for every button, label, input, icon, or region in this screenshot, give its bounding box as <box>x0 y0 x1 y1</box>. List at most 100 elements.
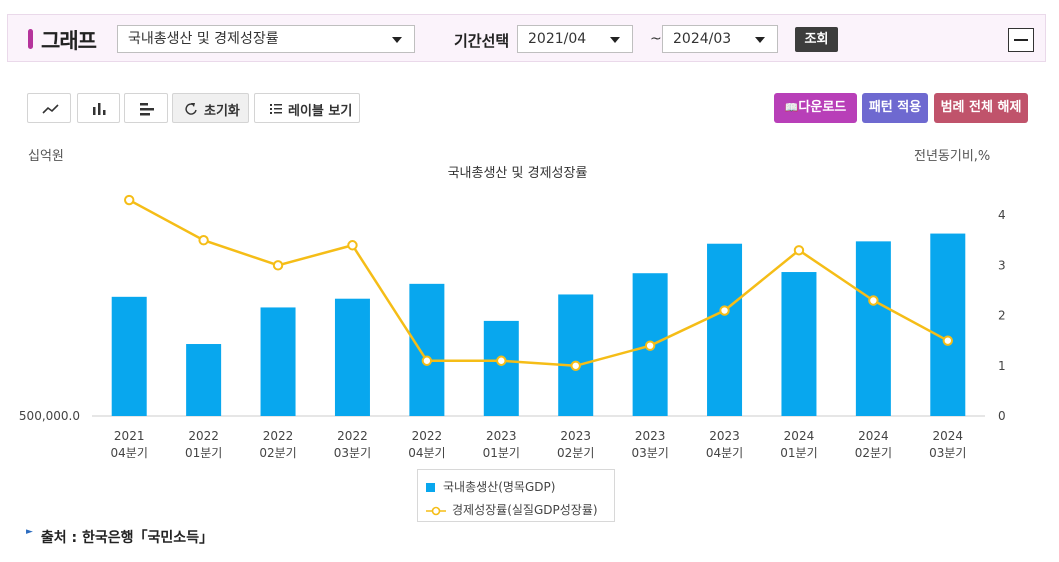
page-title: 그래프 <box>41 29 97 53</box>
source-note: ► 출처 : 한국은행「국민소득」 <box>26 527 213 547</box>
x-tick-year: 2021 <box>114 429 145 443</box>
bar-chart-icon <box>93 103 106 115</box>
x-tick-year: 2023 <box>635 429 666 443</box>
x-tick-year: 2022 <box>263 429 294 443</box>
growth-rate-point <box>942 335 953 346</box>
growth-rate-point <box>793 245 805 256</box>
period-label: 기간선택 <box>454 32 510 50</box>
x-tick-quarter: 04분기 <box>706 446 743 460</box>
right-axis-tick-label: 3 <box>998 258 1006 272</box>
x-tick-quarter: 02분기 <box>259 446 296 460</box>
start-period-select[interactable]: 2021/04 <box>517 25 633 53</box>
growth-rate-point <box>198 235 209 246</box>
refresh-icon <box>185 103 197 115</box>
download-button[interactable]: 📖다운로드 <box>774 93 857 123</box>
chart-legend: 국내총생산(명목GDP) 경제성장률(실질GDP성장률) <box>417 469 615 522</box>
x-tick-quarter: 01분기 <box>483 446 520 460</box>
right-axis-tick-label: 4 <box>998 208 1006 222</box>
gdp-bar <box>260 307 296 416</box>
clear-legend-button[interactable]: 범례 전체 해제 <box>934 93 1028 123</box>
x-tick-quarter: 04분기 <box>111 446 148 460</box>
right-axis-tick-label: 0 <box>998 409 1006 423</box>
list-icon <box>270 104 282 114</box>
apply-pattern-button[interactable]: 패턴 적용 <box>862 93 928 123</box>
x-tick-year: 2022 <box>337 429 368 443</box>
combo-chart: 500,000.0 0 1 2 3 4 2021 04분기 2022 01분기 2022 02분기 20… <box>19 194 1006 460</box>
legend-label-growth: 경제성장률(실질GDP성장률) <box>452 503 598 517</box>
x-tick-quarter: 01분기 <box>185 446 222 460</box>
left-axis-unit: 십억원 <box>28 149 64 164</box>
x-tick-quarter: 02분기 <box>557 446 594 460</box>
x-tick-quarter: 02분기 <box>855 446 892 460</box>
bar-chart-button[interactable] <box>77 93 120 123</box>
gdp-bar <box>781 272 817 416</box>
x-tick-year: 2024 <box>858 429 889 443</box>
legend-label-gdp: 국내총생산(명목GDP) <box>443 480 556 494</box>
growth-rate-point <box>644 340 656 351</box>
chevron-down-icon <box>755 37 765 43</box>
collapse-button[interactable] <box>1008 28 1034 52</box>
gdp-bar <box>707 243 743 416</box>
right-axis-tick-label: 1 <box>998 359 1006 373</box>
growth-rate-point <box>719 305 730 316</box>
growth-rate-point <box>570 360 581 371</box>
end-period-value: 2024/03 <box>673 31 732 47</box>
show-labels-label: 레이블 보기 <box>288 104 353 119</box>
book-icon: 📖 <box>784 101 799 114</box>
growth-rate-point <box>868 295 879 306</box>
x-tick-year: 2022 <box>412 429 443 443</box>
legend-swatch-bar <box>426 483 435 492</box>
line-chart-icon <box>42 104 59 114</box>
horizontal-bar-button[interactable] <box>124 93 168 123</box>
end-period-select[interactable]: 2024/03 <box>662 25 778 53</box>
x-tick-year: 2023 <box>709 429 740 443</box>
gdp-bar <box>111 296 147 416</box>
chevron-down-icon <box>392 37 402 43</box>
chevron-down-icon <box>610 37 620 43</box>
gdp-bar <box>558 294 594 416</box>
legend-item-gdp[interactable]: 국내총생산(명목GDP) <box>426 478 555 495</box>
legend-item-growth[interactable]: 경제성장률(실질GDP성장률) <box>426 501 598 518</box>
x-tick-year: 2023 <box>560 429 591 443</box>
gdp-bar <box>409 283 445 416</box>
x-tick-quarter: 03분기 <box>929 446 966 460</box>
growth-rate-point <box>347 240 358 251</box>
line-chart-button[interactable] <box>27 93 71 123</box>
minus-icon <box>1014 39 1028 41</box>
indicator-select[interactable]: 국내총생산 및 경제성장률 <box>117 25 415 53</box>
x-tick-quarter: 03분기 <box>631 446 668 460</box>
gdp-bar <box>483 320 519 416</box>
show-labels-button[interactable]: 레이블 보기 <box>254 93 360 123</box>
period-separator: ~ <box>650 31 662 47</box>
x-tick-year: 2024 <box>784 429 815 443</box>
left-axis-tick-label: 500,000.0 <box>19 409 80 423</box>
x-tick-year: 2023 <box>486 429 517 443</box>
horizontal-bar-icon <box>140 103 154 116</box>
growth-rate-point <box>272 260 284 271</box>
growth-rate-point <box>124 194 135 206</box>
indicator-select-value: 국내총생산 및 경제성장률 <box>128 31 279 47</box>
x-tick-quarter: 03분기 <box>334 446 371 460</box>
gdp-bar <box>855 241 891 416</box>
chart-title: 국내총생산 및 경제성장률 <box>447 166 588 181</box>
growth-rate-point <box>421 355 433 366</box>
reset-label: 초기화 <box>204 104 240 119</box>
gdp-bar <box>186 344 222 416</box>
right-axis-unit: 전년동기비,% <box>914 149 991 164</box>
x-tick-quarter: 01분기 <box>780 446 817 460</box>
x-tick-year: 2024 <box>933 429 964 443</box>
reset-button[interactable]: 초기화 <box>172 93 249 123</box>
bullet-icon: ► <box>26 527 33 537</box>
gdp-bar <box>930 233 966 416</box>
gdp-bar <box>334 298 370 416</box>
start-period-value: 2021/04 <box>528 31 587 47</box>
source-text: 출처 : 한국은행「국민소득」 <box>40 530 214 546</box>
x-tick-quarter: 04분기 <box>408 446 445 460</box>
growth-rate-point <box>496 355 507 366</box>
right-axis-tick-label: 2 <box>998 309 1006 323</box>
search-button[interactable]: 조회 <box>795 27 838 52</box>
graph-header: 그래프 국내총생산 및 경제성장률 기간선택 2021/04 ~ 2024/03… <box>7 14 1046 62</box>
legend-swatch-line <box>426 506 446 515</box>
download-label: 다운로드 <box>798 100 847 115</box>
growth-rate-line <box>128 198 949 368</box>
